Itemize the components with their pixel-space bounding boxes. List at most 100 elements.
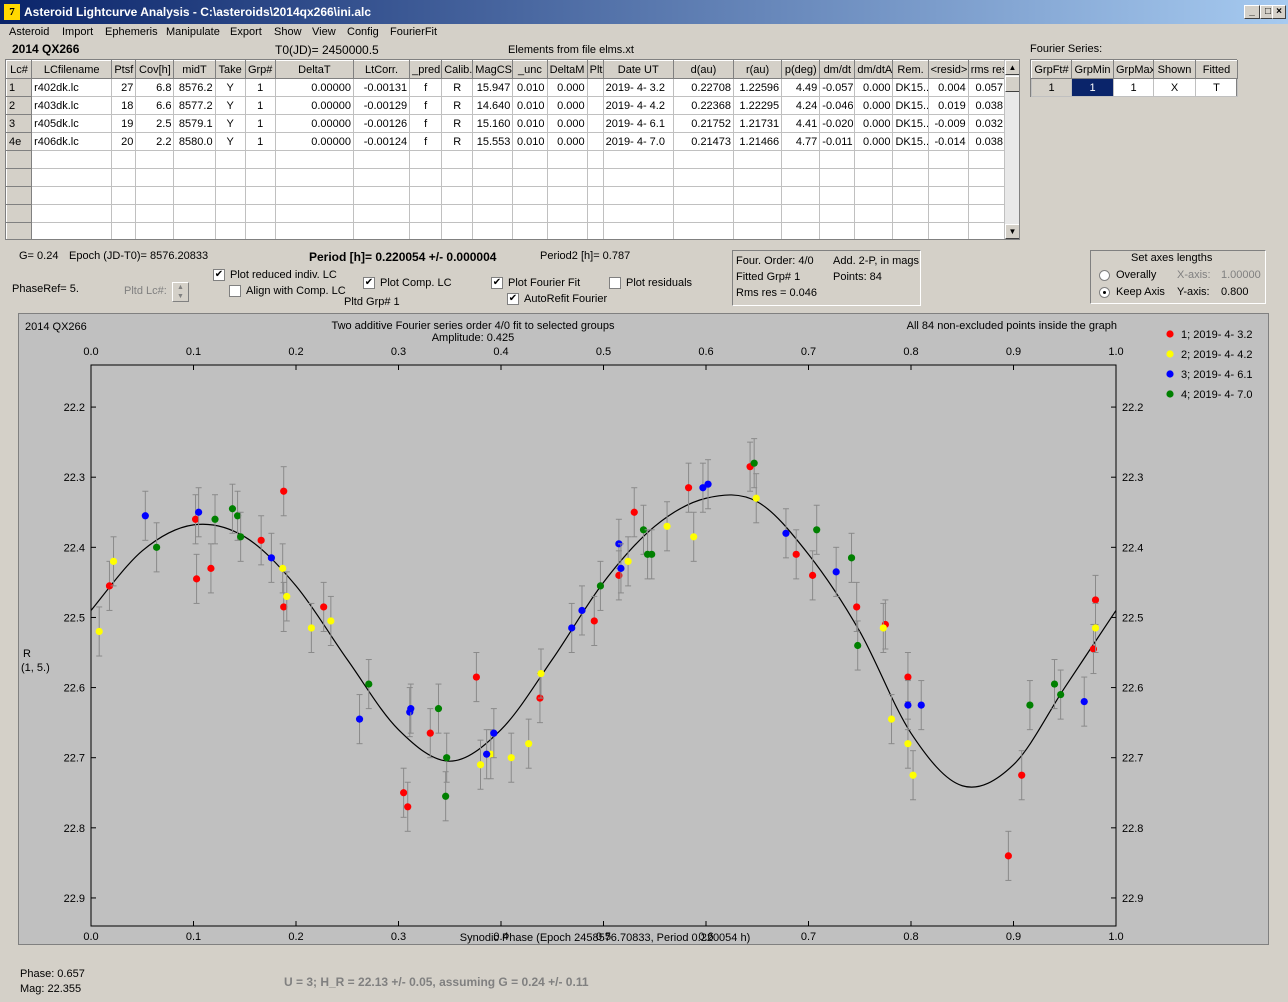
y-axis-value[interactable]: 0.800 bbox=[1221, 286, 1249, 298]
lc-cell[interactable]: 0.22708 bbox=[672, 78, 735, 97]
lc-cell[interactable] bbox=[602, 168, 674, 187]
lc-cell[interactable]: 0.00000 bbox=[274, 78, 354, 97]
lc-cell[interactable] bbox=[111, 150, 137, 169]
lc-cell[interactable]: -0.011 bbox=[819, 132, 856, 151]
lc-row-header[interactable] bbox=[6, 222, 33, 239]
lc-cell[interactable] bbox=[546, 204, 588, 223]
lc-cell[interactable] bbox=[586, 96, 604, 115]
lc-cell[interactable] bbox=[819, 222, 856, 239]
lc-cell[interactable] bbox=[967, 168, 1007, 187]
lc-cell[interactable]: 0.057 bbox=[967, 78, 1007, 97]
lc-cell[interactable]: 0.019 bbox=[927, 96, 969, 115]
lc-cell[interactable]: 0.000 bbox=[854, 114, 894, 133]
menu-ephemeris[interactable]: Ephemeris bbox=[105, 26, 158, 38]
lc-col-header[interactable]: _pred. bbox=[409, 60, 443, 79]
lc-cell[interactable] bbox=[441, 222, 474, 239]
lightcurve-plot[interactable]: 0.0 0.0 0.1 0.1 0.2 0.2 0.3 0.3 0.4 0.4 0.5 0.5 0.6 0… bbox=[19, 314, 1268, 944]
close-button[interactable]: × bbox=[1272, 5, 1286, 19]
lc-cell[interactable] bbox=[31, 186, 113, 205]
lc-cell[interactable] bbox=[512, 204, 548, 223]
lc-cell[interactable]: 15.160 bbox=[472, 114, 514, 133]
lc-cell[interactable]: r402dk.lc bbox=[31, 78, 113, 97]
lc-cell[interactable]: -0.00126 bbox=[352, 114, 411, 133]
lc-cell[interactable]: 0.000 bbox=[854, 96, 894, 115]
lc-col-header[interactable]: DeltaT bbox=[274, 60, 354, 79]
lc-cell[interactable]: 0.032 bbox=[967, 114, 1007, 133]
lc-col-header[interactable]: MagCS bbox=[472, 60, 514, 79]
lc-cell[interactable] bbox=[274, 150, 354, 169]
lc-cell[interactable]: 8579.1 bbox=[173, 114, 216, 133]
lc-cell[interactable] bbox=[892, 222, 929, 239]
lc-cell[interactable]: 0.004 bbox=[927, 78, 969, 97]
lc-table-row[interactable]: 1 r402dk.lc 27 6.8 8576.2 Y 1 0.00000 -0.00131 f R… bbox=[6, 78, 1007, 97]
fourier-cell[interactable]: 1 bbox=[1113, 78, 1154, 97]
lc-cell[interactable] bbox=[967, 186, 1007, 205]
lc-cell[interactable]: 15.553 bbox=[472, 132, 514, 151]
lc-cell[interactable] bbox=[854, 186, 894, 205]
lc-cell[interactable] bbox=[274, 204, 354, 223]
lc-cell[interactable] bbox=[967, 150, 1007, 169]
lc-cell[interactable] bbox=[111, 222, 137, 239]
lc-cell[interactable]: 0.010 bbox=[512, 96, 548, 115]
lc-row-header[interactable] bbox=[6, 186, 33, 205]
lc-col-header[interactable]: _unc bbox=[512, 60, 548, 79]
lc-cell[interactable] bbox=[781, 186, 821, 205]
lc-cell[interactable] bbox=[135, 186, 175, 205]
lc-cell[interactable] bbox=[733, 168, 783, 187]
lc-table-row[interactable]: 3 r405dk.lc 19 2.5 8579.1 Y 1 0.00000 -0.00126 f R… bbox=[6, 114, 1007, 133]
lc-cell[interactable]: 2019- 4- 4.2 bbox=[602, 96, 674, 115]
lc-cell[interactable] bbox=[31, 150, 113, 169]
lc-cell[interactable] bbox=[135, 168, 175, 187]
lc-col-header[interactable]: Lc# bbox=[6, 60, 33, 79]
lc-cell[interactable] bbox=[512, 222, 548, 239]
menu-fourierfit[interactable]: FourierFit bbox=[390, 26, 438, 38]
lc-cell[interactable]: 8577.2 bbox=[173, 96, 216, 115]
lc-cell[interactable] bbox=[781, 204, 821, 223]
lc-cell[interactable]: 1.21466 bbox=[733, 132, 783, 151]
lc-cell[interactable]: -0.057 bbox=[819, 78, 856, 97]
lc-cell[interactable] bbox=[892, 168, 929, 187]
lc-cell[interactable] bbox=[733, 204, 783, 223]
lc-cell[interactable] bbox=[819, 150, 856, 169]
lc-cell[interactable]: 6.6 bbox=[135, 96, 175, 115]
lc-col-header[interactable]: p(deg) bbox=[781, 60, 821, 79]
lc-cell[interactable] bbox=[927, 150, 969, 169]
lc-cell[interactable] bbox=[546, 150, 588, 169]
lc-cell[interactable] bbox=[274, 168, 354, 187]
lc-cell[interactable] bbox=[352, 204, 411, 223]
lc-cell[interactable]: 0.00000 bbox=[274, 114, 354, 133]
lc-cell[interactable]: DK15... bbox=[892, 132, 929, 151]
lc-cell[interactable] bbox=[31, 204, 113, 223]
lc-col-header[interactable]: dm/dtA bbox=[854, 60, 894, 79]
lc-cell[interactable]: 2019- 4- 3.2 bbox=[602, 78, 674, 97]
lc-table[interactable]: Lc# LCfilename Ptsf Cov[h] midT Take Grp# Delta… bbox=[5, 59, 1020, 240]
lc-cell[interactable]: 0.000 bbox=[546, 114, 588, 133]
scroll-up-arrow-icon[interactable]: ▲ bbox=[1005, 60, 1019, 75]
lc-cell[interactable] bbox=[512, 150, 548, 169]
lc-cell[interactable] bbox=[441, 204, 474, 223]
lc-cell[interactable]: 2019- 4- 7.0 bbox=[602, 132, 674, 151]
lc-cell[interactable]: 1 bbox=[244, 78, 276, 97]
lc-cell[interactable]: 0.000 bbox=[546, 96, 588, 115]
fourier-col-header[interactable]: Fitted bbox=[1195, 60, 1238, 79]
plot-comp-lc-checkbox[interactable]: ✔ bbox=[363, 277, 375, 289]
lc-cell[interactable] bbox=[441, 150, 474, 169]
lc-cell[interactable]: -0.00131 bbox=[352, 78, 411, 97]
title-bar[interactable]: 7 Asteroid Lightcurve Analysis - C:\aste… bbox=[0, 0, 1288, 24]
lc-cell[interactable] bbox=[135, 204, 175, 223]
lc-cell[interactable] bbox=[602, 186, 674, 205]
lc-cell[interactable]: 1 bbox=[244, 114, 276, 133]
lc-cell[interactable] bbox=[546, 168, 588, 187]
lc-cell[interactable] bbox=[352, 222, 411, 239]
fourier-col-header[interactable]: GrpFt# bbox=[1031, 60, 1072, 79]
lc-cell[interactable] bbox=[733, 186, 783, 205]
lc-cell[interactable]: Y bbox=[214, 96, 246, 115]
lc-table-row[interactable]: 4e r406dk.lc 20 2.2 8580.0 Y 1 0.00000 -0.00124 f… bbox=[6, 132, 1007, 151]
lc-cell[interactable]: DK15... bbox=[892, 78, 929, 97]
lc-col-header[interactable]: r(au) bbox=[733, 60, 783, 79]
plot-reduced-checkbox[interactable]: ✔ bbox=[213, 269, 225, 281]
lc-cell[interactable]: 0.038 bbox=[967, 132, 1007, 151]
lc-cell[interactable] bbox=[111, 168, 137, 187]
lc-cell[interactable] bbox=[672, 222, 735, 239]
